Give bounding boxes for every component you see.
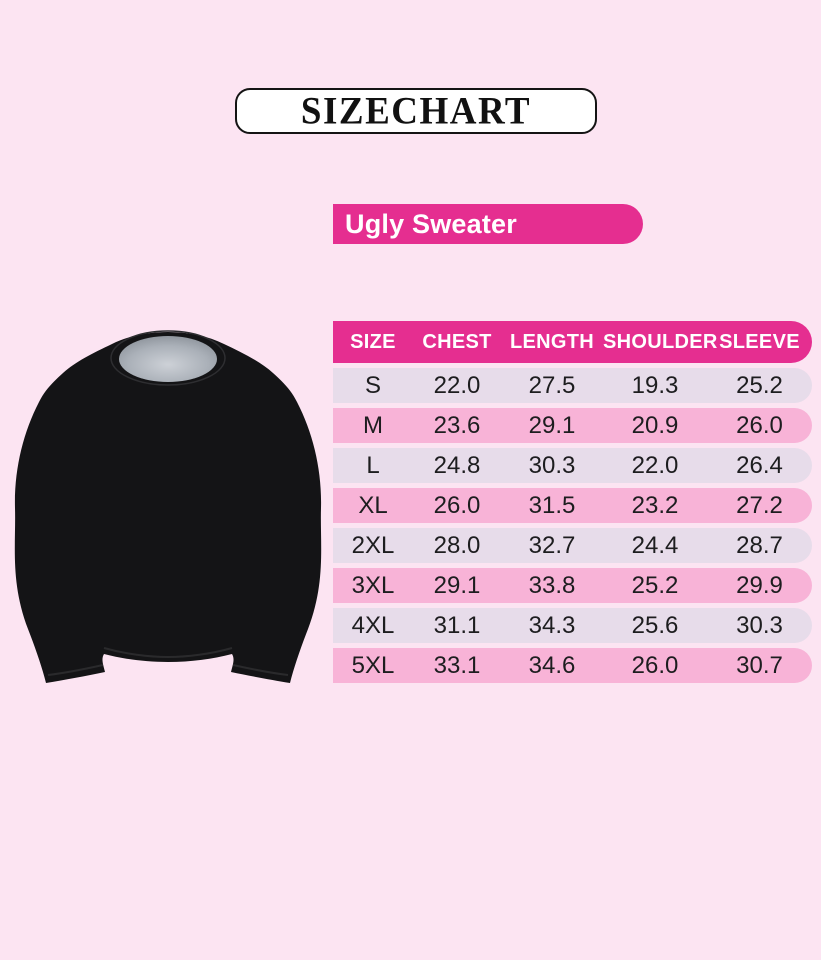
length-cell: 34.6 <box>528 651 576 679</box>
shoulder-cell: 19.3 <box>631 371 679 399</box>
length-cell: 30.3 <box>528 451 576 479</box>
column-header-length: LENGTH <box>509 330 595 353</box>
length-cell: 31.5 <box>528 491 576 519</box>
table-body: S 22.0 27.5 19.3 25.2 M 23.6 29.1 20.9 2… <box>333 368 812 683</box>
sweater-right-cuff-seam <box>232 664 289 676</box>
shoulder-cell: 23.2 <box>631 491 679 519</box>
sweater-silhouette <box>14 332 322 683</box>
length-cell: 34.3 <box>528 611 576 639</box>
table-row: L 24.8 30.3 22.0 26.4 <box>333 448 812 483</box>
table-row: 3XL 29.1 33.8 25.2 29.9 <box>333 568 812 603</box>
sleeve-cell: 26.0 <box>736 411 783 439</box>
size-cell: S <box>364 371 381 399</box>
shoulder-cell: 20.9 <box>631 411 679 439</box>
chest-cell: 24.8 <box>433 451 481 479</box>
table-row: 4XL 31.1 34.3 25.6 30.3 <box>333 608 812 643</box>
shoulder-cell: 25.2 <box>631 571 679 599</box>
table-row: 5XL 33.1 34.6 26.0 30.7 <box>333 648 812 683</box>
product-name-banner: Ugly Sweater <box>333 204 643 244</box>
sleeve-cell: 29.9 <box>736 571 783 599</box>
shoulder-cell: 24.4 <box>631 531 679 559</box>
sleeve-cell: 25.2 <box>736 371 783 399</box>
size-chart-table: SIZE CHEST LENGTH SHOULDER SLEEVE S 22.0… <box>333 321 812 683</box>
length-cell: 27.5 <box>528 371 576 399</box>
size-cell: XL <box>358 491 388 519</box>
sleeve-cell: 26.4 <box>736 451 783 479</box>
sweater-collar-inside <box>119 336 217 382</box>
chest-cell: 31.1 <box>433 611 481 639</box>
chest-cell: 26.0 <box>433 491 481 519</box>
sleeve-cell: 30.7 <box>736 651 783 679</box>
size-cell: 4XL <box>351 611 395 639</box>
chest-cell: 23.6 <box>433 411 481 439</box>
column-header-sleeve: SLEEVE <box>719 330 800 353</box>
sleeve-cell: 28.7 <box>736 531 783 559</box>
sweater-photo <box>14 330 322 683</box>
page-title: SIZECHART <box>300 89 532 133</box>
table-row: XL 26.0 31.5 23.2 27.2 <box>333 488 812 523</box>
table-row: M 23.6 29.1 20.9 26.0 <box>333 408 812 443</box>
size-cell: 2XL <box>351 531 395 559</box>
column-header-chest: CHEST <box>422 330 492 353</box>
sweater-hem-seam <box>103 647 233 659</box>
shoulder-cell: 25.6 <box>631 611 679 639</box>
sleeve-cell: 27.2 <box>736 491 783 519</box>
chest-cell: 29.1 <box>433 571 481 599</box>
column-header-shoulder: SHOULDER <box>603 330 718 353</box>
size-cell: 5XL <box>351 651 395 679</box>
shoulder-cell: 26.0 <box>631 651 679 679</box>
length-cell: 33.8 <box>528 571 576 599</box>
table-header-row: SIZE CHEST LENGTH SHOULDER SLEEVE <box>333 321 812 363</box>
chest-cell: 33.1 <box>433 651 481 679</box>
size-cell: 3XL <box>351 571 395 599</box>
table-row: S 22.0 27.5 19.3 25.2 <box>333 368 812 403</box>
length-cell: 29.1 <box>528 411 576 439</box>
length-cell: 32.7 <box>528 531 576 559</box>
chest-cell: 22.0 <box>433 371 481 399</box>
size-cell: L <box>366 451 380 479</box>
product-name: Ugly Sweater <box>345 208 517 239</box>
shoulder-cell: 22.0 <box>631 451 679 479</box>
table-row: 2XL 28.0 32.7 24.4 28.7 <box>333 528 812 563</box>
sizechart-title-box: SIZECHART <box>235 88 597 134</box>
sweater-left-cuff-seam <box>47 664 104 676</box>
sweater-collar-rib <box>110 330 226 386</box>
column-header-size: SIZE <box>350 330 396 353</box>
chest-cell: 28.0 <box>433 531 481 559</box>
sleeve-cell: 30.3 <box>736 611 783 639</box>
size-cell: M <box>363 411 383 439</box>
